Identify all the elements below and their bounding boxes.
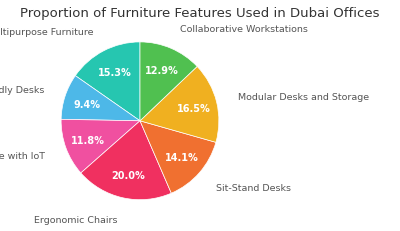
Text: Smart Furniture with IoT: Smart Furniture with IoT <box>0 152 45 160</box>
Text: Sit-Stand Desks: Sit-Stand Desks <box>216 183 291 192</box>
Wedge shape <box>75 43 140 121</box>
Wedge shape <box>140 43 197 121</box>
Text: 16.5%: 16.5% <box>177 103 210 113</box>
Text: 11.8%: 11.8% <box>71 135 105 145</box>
Wedge shape <box>140 121 216 193</box>
Text: Eco-Friendly Desks: Eco-Friendly Desks <box>0 86 44 95</box>
Text: 9.4%: 9.4% <box>74 99 101 109</box>
Wedge shape <box>140 67 219 143</box>
Wedge shape <box>61 76 140 121</box>
Text: Modular Desks and Storage: Modular Desks and Storage <box>238 93 369 102</box>
Wedge shape <box>81 121 171 200</box>
Text: Ergonomic Chairs: Ergonomic Chairs <box>34 215 118 224</box>
Text: 12.9%: 12.9% <box>145 66 179 76</box>
Text: Collaborative Workstations: Collaborative Workstations <box>180 24 308 33</box>
Text: Multipurpose Furniture: Multipurpose Furniture <box>0 28 93 37</box>
Text: Proportion of Furniture Features Used in Dubai Offices: Proportion of Furniture Features Used in… <box>20 7 380 20</box>
Wedge shape <box>61 120 140 173</box>
Text: 14.1%: 14.1% <box>165 152 198 162</box>
Text: 15.3%: 15.3% <box>98 67 131 78</box>
Text: 20.0%: 20.0% <box>111 170 145 180</box>
